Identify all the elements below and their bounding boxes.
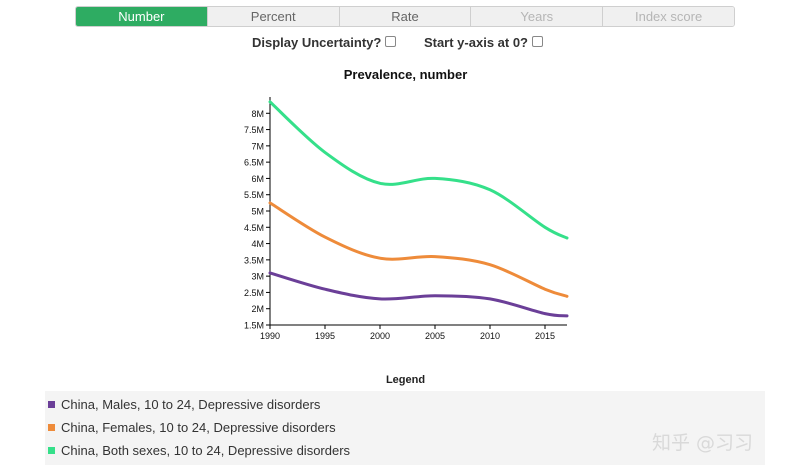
legend-label-both-sexes: China, Both sexes, 10 to 24, Depressive … [61, 443, 351, 458]
legend-swatch-males [48, 401, 55, 409]
y-tick-label: 3M [251, 272, 264, 282]
tab-rate[interactable]: Rate [339, 7, 472, 26]
y-tick-label: 5M [251, 207, 264, 217]
legend-item-both-sexes[interactable]: China, Both sexes, 10 to 24, Depressive … [48, 443, 350, 458]
legend-item-males[interactable]: China, Males, 10 to 24, Depressive disor… [48, 397, 320, 412]
watermark: 知乎 @习习 [652, 432, 754, 454]
y-tick-label: 2.5M [244, 288, 264, 298]
legend-swatch-both-sexes [48, 447, 55, 455]
measure-tabs: Number Percent Rate Years Index score [75, 6, 735, 27]
y-tick-label: 8M [251, 109, 264, 119]
series-line-both-sexes [268, 100, 569, 240]
tab-percent[interactable]: Percent [207, 7, 340, 26]
yaxis-zero-option: Start y-axis at 0? [424, 35, 543, 50]
legend: China, Males, 10 to 24, Depressive disor… [45, 391, 765, 465]
uncertainty-option: Display Uncertainty? [252, 35, 397, 50]
yaxis-zero-label: Start y-axis at 0? [423, 35, 528, 50]
legend-item-females[interactable]: China, Females, 10 to 24, Depressive dis… [48, 420, 336, 435]
tab-number[interactable]: Number [76, 7, 208, 26]
y-tick-label: 7M [251, 141, 264, 151]
y-tick-label: 4.5M [244, 223, 264, 233]
y-tick-label: 5.5M [244, 190, 264, 200]
series-line-males [268, 271, 569, 318]
x-tick-label: 1995 [315, 331, 335, 341]
x-tick-label: 2010 [480, 331, 500, 341]
uncertainty-checkbox[interactable] [385, 36, 397, 48]
y-tick-label: 3.5M [244, 255, 264, 265]
y-tick-label: 6.5M [244, 158, 264, 168]
uncertainty-label: Display Uncertainty? [252, 35, 382, 50]
yaxis-zero-checkbox[interactable] [532, 36, 543, 48]
legend-title: Legend [385, 374, 426, 386]
legend-swatch-females [48, 424, 55, 432]
tab-years[interactable]: Years [471, 7, 604, 26]
chart-options: Display Uncertainty? Start y-axis at 0? [0, 35, 795, 50]
legend-label-females: China, Females, 10 to 24, Depressive dis… [61, 420, 336, 435]
y-tick-label: 6M [251, 174, 264, 184]
x-tick-label: 2005 [425, 331, 445, 341]
x-tick-label: 2000 [370, 331, 390, 341]
x-tick-label: 1990 [260, 331, 280, 341]
legend-label-males: China, Males, 10 to 24, Depressive disor… [61, 397, 321, 412]
y-tick-label: 7.5M [244, 125, 264, 135]
chart-title: Prevalence, number [343, 67, 468, 82]
y-tick-label: 1.5M [244, 321, 264, 331]
tab-index-score[interactable]: Index score [603, 7, 734, 26]
y-tick-label: 4M [251, 239, 264, 249]
x-tick-label: 2015 [535, 331, 555, 341]
series-line-females [268, 201, 569, 298]
y-tick-label: 2M [251, 304, 264, 314]
